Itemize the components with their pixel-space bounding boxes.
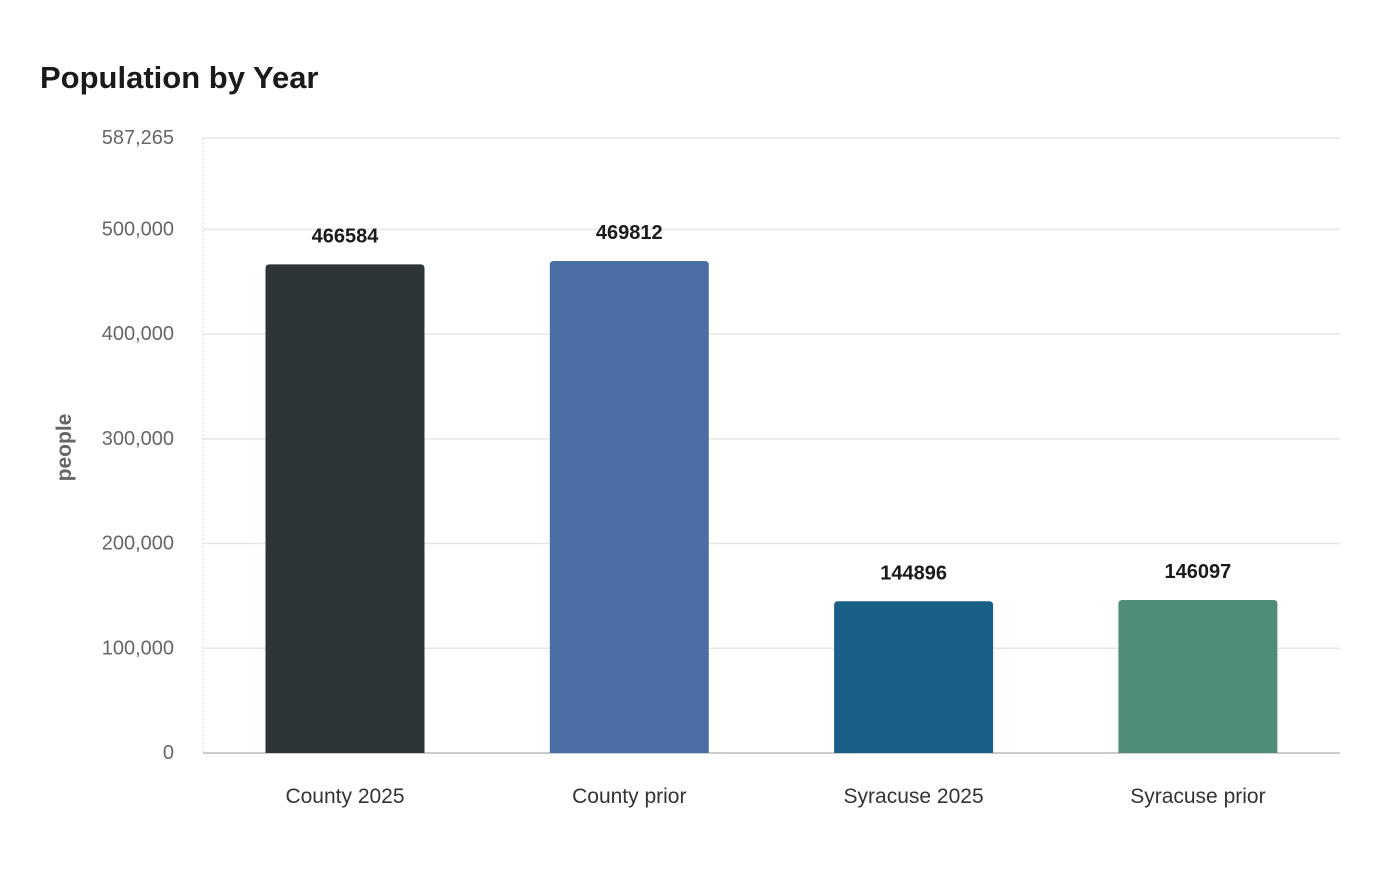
data-label: 466584: [312, 225, 380, 247]
bar: [834, 601, 994, 753]
y-tick-label: 200,000: [102, 533, 174, 555]
y-tick-label: 400,000: [102, 323, 174, 345]
bar: [265, 264, 425, 753]
bar: [549, 261, 709, 753]
x-axis-categories: County 2025 County prior Syracuse 2025 Syra…: [285, 785, 1265, 808]
x-category-label: County 2025: [285, 785, 404, 808]
y-tick-label: 500,000: [102, 218, 174, 240]
chart-title: Population by Year: [40, 60, 319, 95]
data-label: 144896: [880, 562, 947, 584]
x-category-label: Syracuse prior: [1130, 785, 1265, 808]
y-axis-title: people: [53, 414, 76, 482]
y-tick-label: 100,000: [102, 637, 174, 659]
bar: [1118, 600, 1278, 753]
data-label: 146097: [1165, 561, 1232, 583]
y-tick-label: 0: [163, 742, 174, 764]
y-axis-ticks: 0 100,000 200,000 300,000 400,000 500,000 587,…: [102, 127, 174, 764]
y-tick-label: 300,000: [102, 428, 174, 450]
y-tick-label: 587,265: [102, 127, 174, 149]
data-labels: 466584 469812 144896 146097: [312, 222, 1232, 584]
bars: [265, 261, 1278, 753]
x-category-label: Syracuse 2025: [844, 785, 984, 808]
x-category-label: County prior: [572, 785, 686, 808]
data-label: 469812: [596, 222, 663, 244]
